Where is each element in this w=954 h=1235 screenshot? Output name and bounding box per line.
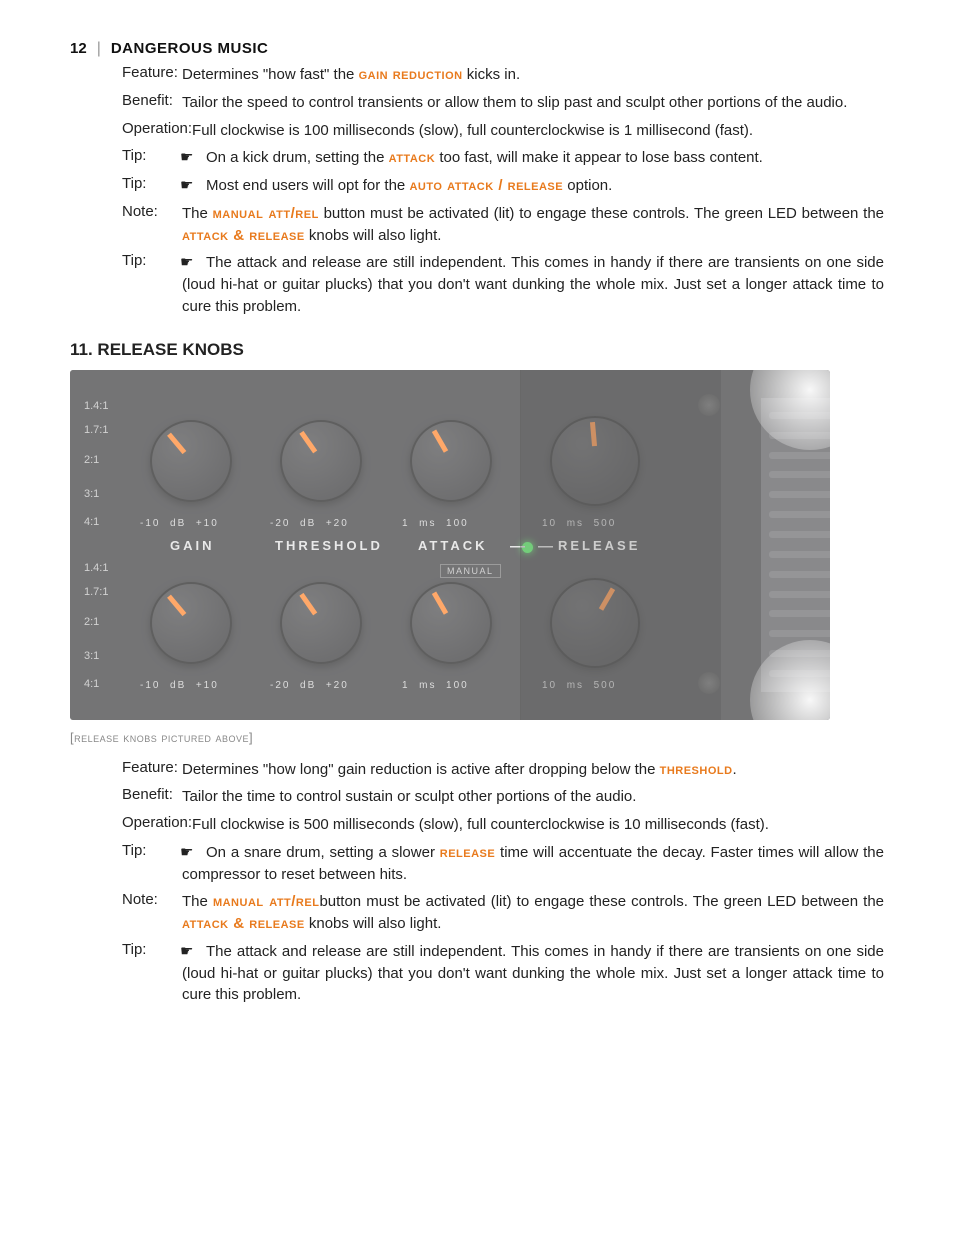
header-separator: | xyxy=(97,40,101,58)
label-note: Note: xyxy=(122,891,182,908)
label-feature: Feature: xyxy=(122,759,182,776)
label-note: Note: xyxy=(122,203,182,220)
kw-threshold: threshold xyxy=(660,761,733,778)
tip-row: Tip: ☛The attack and release are still i… xyxy=(70,941,884,1006)
label-operation: Operation: xyxy=(122,120,192,137)
label-tip: Tip: xyxy=(122,252,182,269)
label-operation: Operation: xyxy=(122,814,192,831)
feature-row: Feature: Determines "how long" gain redu… xyxy=(70,759,884,781)
kw-release: release xyxy=(440,844,495,861)
label-tip: Tip: xyxy=(122,842,182,859)
washout-overlay xyxy=(70,370,830,720)
page-header: 12 | DANGEROUS MUSIC xyxy=(70,40,884,58)
tip-row: Tip: ☛On a kick drum, setting the attack… xyxy=(70,147,884,169)
label-tip: Tip: xyxy=(122,175,182,192)
note-row: Note: The manual att/rel button must be … xyxy=(70,203,884,247)
tip-row: Tip: ☛On a snare drum, setting a slower … xyxy=(70,842,884,886)
kw-manual-att-rel: manual att/rel xyxy=(213,893,319,910)
feature-text: Determines "how long" gain reduction is … xyxy=(182,759,884,781)
tip-row: Tip: ☛The attack and release are still i… xyxy=(70,252,884,317)
manual-title: DANGEROUS MUSIC xyxy=(111,40,269,57)
benefit-text: Tailor the time to control sustain or sc… xyxy=(182,786,884,808)
hand-icon: ☛ xyxy=(180,842,198,864)
tip-row: Tip: ☛Most end users will opt for the au… xyxy=(70,175,884,197)
kw-attack: attack xyxy=(389,149,436,166)
kw-attack-release: attack & release xyxy=(182,227,305,244)
hardware-photo: 1.4:1 1.7:1 2:1 3:1 4:1 1.4:1 1.7:1 2:1 … xyxy=(70,370,830,720)
operation-text: Full clockwise is 500 milliseconds (slow… xyxy=(192,814,884,836)
page-number: 12 xyxy=(70,40,87,57)
tip-text: ☛The attack and release are still indepe… xyxy=(182,941,884,1006)
hand-icon: ☛ xyxy=(180,147,198,169)
tip-text: ☛Most end users will opt for the auto at… xyxy=(182,175,884,197)
operation-text: Full clockwise is 100 milliseconds (slow… xyxy=(192,120,884,142)
kw-gain-reduction: gain reduction xyxy=(359,66,463,83)
note-text: The manual att/relbutton must be activat… xyxy=(182,891,884,935)
hand-icon: ☛ xyxy=(180,175,198,197)
tip-text: ☛On a kick drum, setting the attack too … xyxy=(182,147,884,169)
label-feature: Feature: xyxy=(122,64,182,81)
benefit-row: Benefit: Tailor the speed to control tra… xyxy=(70,92,884,114)
operation-row: Operation: Full clockwise is 500 millise… xyxy=(70,814,884,836)
tip-text: ☛The attack and release are still indepe… xyxy=(182,252,884,317)
tip-text: ☛On a snare drum, setting a slower relea… xyxy=(182,842,884,886)
note-row: Note: The manual att/relbutton must be a… xyxy=(70,891,884,935)
kw-manual-att-rel: manual att/rel xyxy=(213,205,319,222)
kw-attack-release: attack & release xyxy=(182,915,305,932)
feature-text: Determines "how fast" the gain reduction… xyxy=(182,64,884,86)
label-benefit: Benefit: xyxy=(122,92,182,109)
feature-row: Feature: Determines "how fast" the gain … xyxy=(70,64,884,86)
note-text: The manual att/rel button must be activa… xyxy=(182,203,884,247)
hand-icon: ☛ xyxy=(180,252,198,274)
label-tip: Tip: xyxy=(122,941,182,958)
label-benefit: Benefit: xyxy=(122,786,182,803)
label-tip: Tip: xyxy=(122,147,182,164)
hand-icon: ☛ xyxy=(180,941,198,963)
benefit-text: Tailor the speed to control transients o… xyxy=(182,92,884,114)
section-heading: 11. RELEASE KNOBS xyxy=(70,340,884,360)
benefit-row: Benefit: Tailor the time to control sust… xyxy=(70,786,884,808)
kw-auto-attack-release: auto attack / release xyxy=(409,177,563,194)
figure-caption: [release knobs pictured above] xyxy=(70,730,884,745)
operation-row: Operation: Full clockwise is 100 millise… xyxy=(70,120,884,142)
